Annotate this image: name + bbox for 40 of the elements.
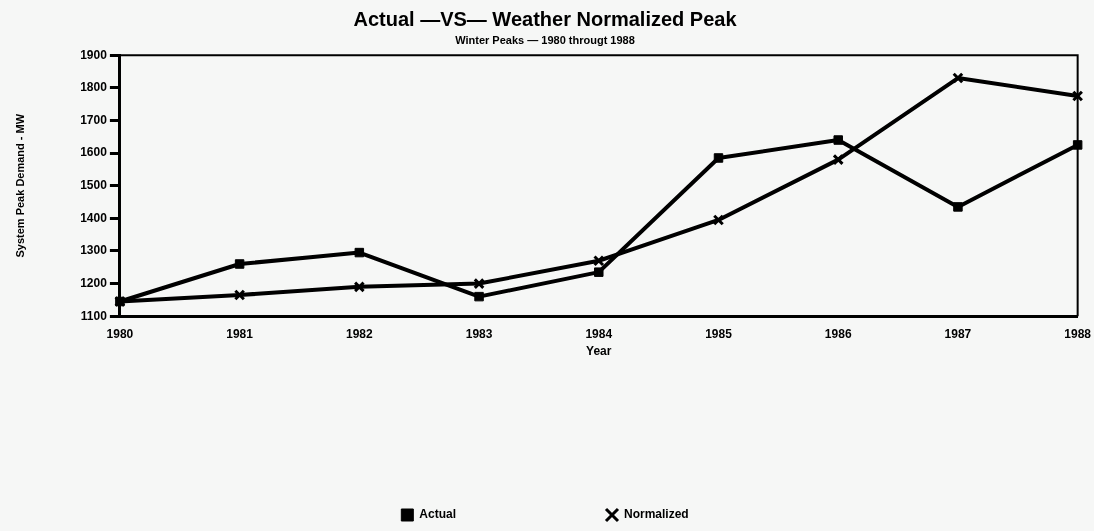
- point: [594, 267, 604, 277]
- point: [353, 281, 366, 293]
- y-tick-label: 1300: [80, 243, 108, 258]
- x-tick-label: 1981: [226, 326, 254, 341]
- point: [952, 72, 964, 84]
- point: [712, 214, 725, 226]
- point: [354, 247, 365, 258]
- point: [474, 291, 484, 302]
- point: [234, 259, 245, 269]
- x-tick-label: 1985: [705, 326, 733, 341]
- point: [233, 289, 246, 301]
- point: [953, 202, 963, 212]
- y-tick-label: 1700: [80, 112, 108, 127]
- y-tick-label: 1200: [80, 275, 108, 290]
- point: [1072, 140, 1083, 150]
- y-axis-title: System Peak Demand - MW: [13, 113, 26, 258]
- y-tick-label: 1100: [80, 308, 108, 323]
- x-tick-label: 1980: [106, 326, 134, 341]
- x-tick-label: 1983: [465, 326, 493, 341]
- y-tick-label: 1800: [80, 80, 108, 95]
- point: [832, 153, 844, 166]
- point: [1071, 90, 1084, 102]
- point: [833, 135, 843, 145]
- legend-label: Actual: [419, 507, 457, 522]
- x-tick-label: 1988: [1064, 326, 1092, 341]
- x-tick-label: 1984: [585, 326, 613, 341]
- y-tick-label: 1600: [80, 145, 108, 160]
- point: [593, 255, 605, 267]
- y-tick-label: 1900: [80, 47, 108, 62]
- point: [473, 277, 485, 290]
- point: [713, 153, 724, 163]
- x-axis-title: Year: [586, 344, 612, 359]
- y-tick-label: 1500: [80, 178, 108, 193]
- x-tick-label: 1987: [944, 326, 972, 341]
- x-tick-label: 1986: [824, 326, 852, 341]
- chart-title: Actual —VS— Weather Normalized Peak: [353, 7, 738, 30]
- y-tick-label: 1400: [80, 210, 108, 225]
- chart-subtitle: Winter Peaks — 1980 througt 1988: [455, 33, 635, 46]
- legend-label: Normalized: [624, 507, 689, 522]
- x-tick-label: 1982: [345, 326, 373, 341]
